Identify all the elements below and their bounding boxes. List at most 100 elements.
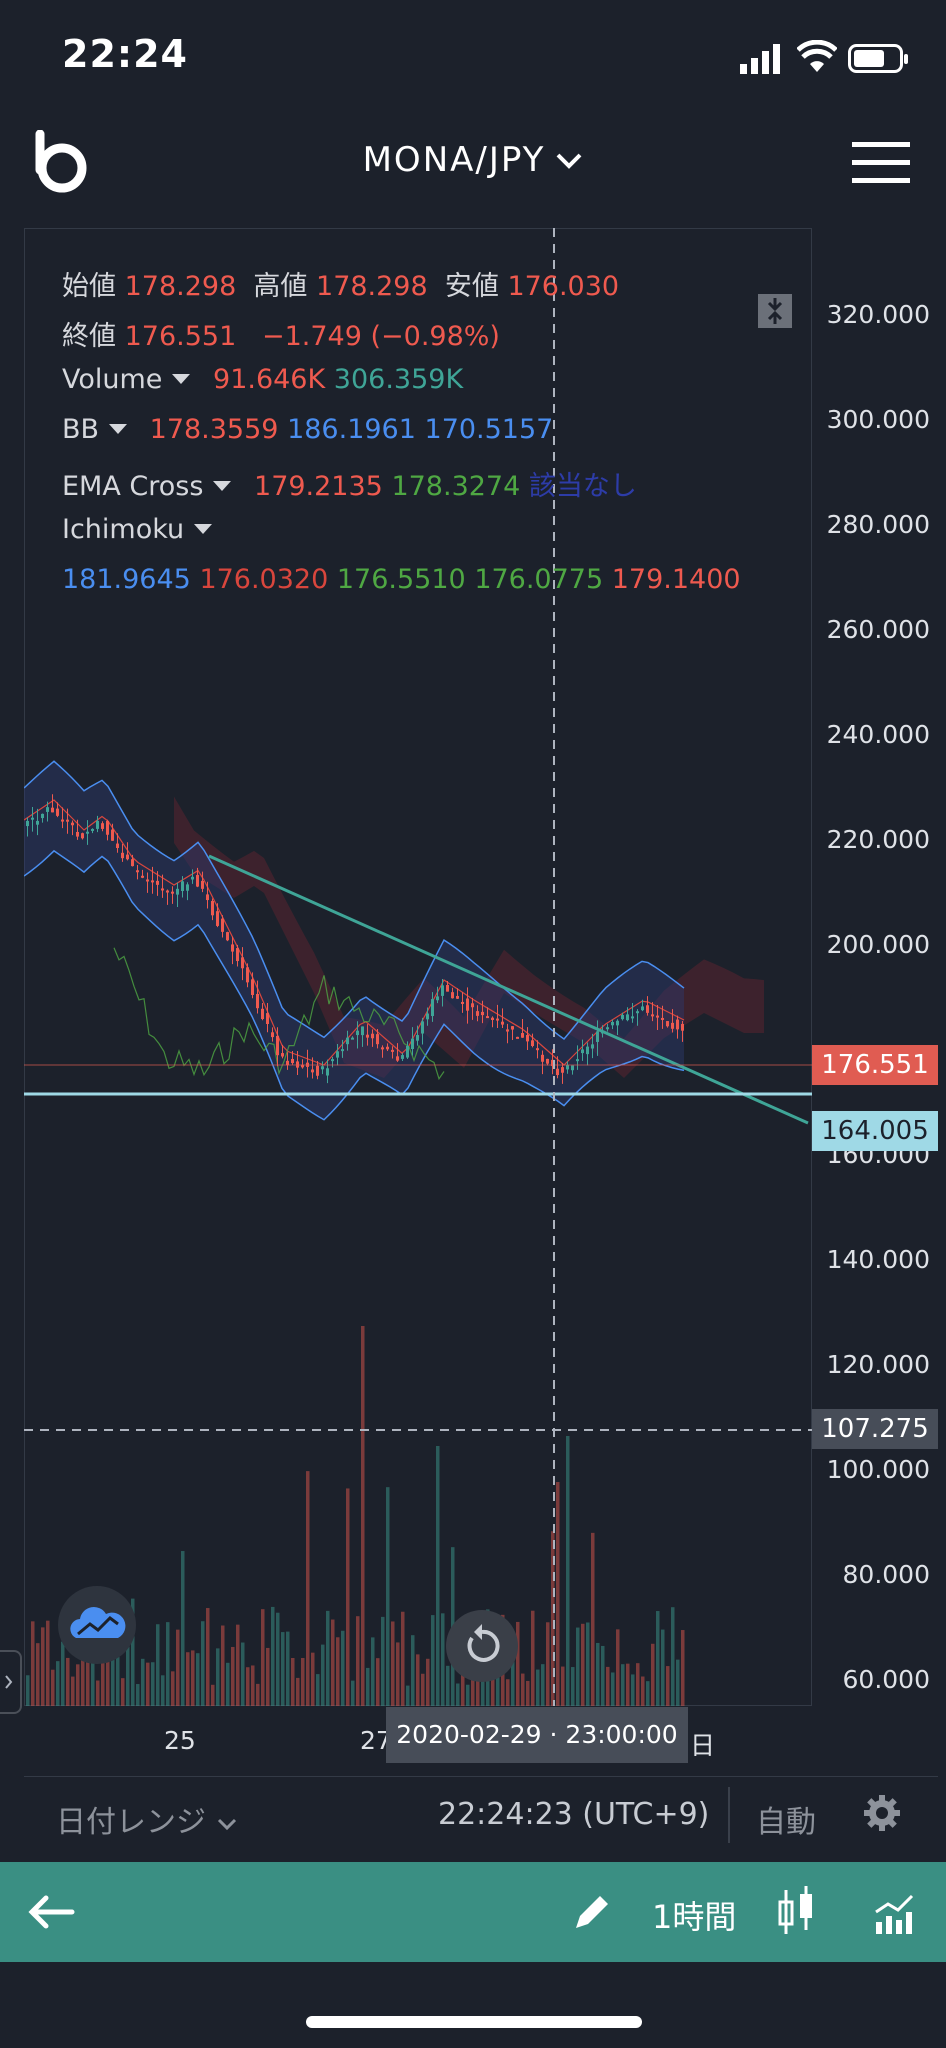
price-tick: 120.000 — [826, 1350, 930, 1379]
candle-body — [131, 859, 134, 867]
candle-body — [496, 1018, 499, 1021]
volume-bar — [101, 1639, 105, 1706]
candle-body — [416, 1035, 419, 1041]
candle-body — [241, 957, 244, 969]
volume-bar — [231, 1646, 235, 1706]
candle-body — [401, 1055, 404, 1059]
volume-bar — [561, 1666, 565, 1706]
chevron-right-icon — [5, 1675, 13, 1689]
candle-body — [501, 1021, 504, 1025]
volume-bar — [66, 1657, 70, 1706]
candle-body — [81, 833, 84, 839]
volume-bar — [326, 1610, 330, 1706]
chart-clock: 22:24:23 (UTC+9) — [438, 1797, 710, 1832]
candle-body — [341, 1049, 344, 1052]
home-indicator — [306, 2016, 642, 2028]
ichimoku-legend[interactable]: Ichimoku — [62, 514, 226, 545]
chart-area[interactable]: 始値 178.298 高値 178.298 安値 176.030 終値 176.… — [23, 227, 813, 1707]
price-tick: 220.000 — [826, 825, 930, 854]
candle-body — [96, 820, 99, 829]
back-arrow-icon[interactable] — [26, 1892, 76, 1936]
pencil-icon[interactable] — [570, 1890, 614, 1938]
volume-bar — [261, 1609, 265, 1706]
auto-scale-toggle[interactable]: 自動 — [756, 1805, 816, 1840]
candle-body — [441, 985, 444, 996]
candle-body — [646, 1005, 649, 1013]
candle-body — [66, 819, 69, 822]
volume-bar — [196, 1653, 200, 1706]
ichimoku-cloud — [174, 796, 764, 1078]
volume-bar — [361, 1326, 365, 1706]
candle-body — [636, 1011, 639, 1014]
chart-type-button[interactable] — [58, 1586, 136, 1664]
candle-body — [51, 807, 54, 813]
volume-bar — [426, 1658, 430, 1706]
date-range-selector[interactable]: 日付レンジ — [56, 1797, 238, 1841]
band-upper — [23, 760, 685, 1041]
candle-body — [186, 884, 189, 891]
trend-line — [208, 854, 809, 1125]
volume-bar — [596, 1642, 600, 1706]
pair-selector[interactable]: MONA/JPY — [0, 140, 946, 180]
volume-bar — [511, 1639, 515, 1706]
candle-body — [26, 820, 29, 827]
candle-body — [116, 843, 119, 849]
volume-bar — [376, 1658, 380, 1706]
volume-bar — [76, 1664, 80, 1706]
candle-body — [431, 999, 434, 1017]
volume-bar — [571, 1667, 575, 1706]
collapse-legend-icon[interactable] — [758, 294, 792, 328]
volume-bar — [146, 1662, 150, 1706]
candle-body — [31, 817, 34, 820]
chart-canvas[interactable] — [23, 227, 813, 1707]
hamburger-menu-icon[interactable] — [852, 142, 910, 188]
volume-bar — [616, 1629, 620, 1706]
refresh-icon — [467, 1624, 500, 1662]
ema-cross-legend[interactable]: EMA Cross 179.2135 178.3274 該当なし — [62, 471, 637, 502]
candle-body — [481, 1011, 484, 1016]
volume-bar — [191, 1650, 195, 1706]
volume-bar — [431, 1615, 435, 1706]
wifi-icon — [796, 39, 838, 78]
candle-body — [331, 1059, 334, 1062]
volume-bar — [226, 1662, 230, 1706]
volume-bar — [336, 1637, 340, 1706]
candle-body — [446, 985, 449, 992]
candle-body — [281, 1053, 284, 1057]
time-tick: 日 — [690, 1731, 716, 1760]
candle-body — [406, 1046, 409, 1058]
candle-body — [626, 1014, 629, 1021]
app-logo-icon[interactable] — [32, 129, 88, 198]
status-time: 22:24 — [62, 32, 188, 76]
candle-body — [671, 1022, 674, 1029]
volume-bar — [186, 1652, 190, 1706]
candle-body — [676, 1019, 679, 1030]
gear-icon[interactable] — [862, 1793, 902, 1837]
volume-bar — [546, 1622, 550, 1706]
candle-body — [621, 1014, 624, 1020]
side-panel-handle[interactable] — [0, 1650, 22, 1714]
candle-body — [46, 807, 49, 812]
candle-body — [596, 1031, 599, 1042]
bb-legend[interactable]: BB 178.3559 186.1961 170.5157 — [62, 414, 554, 445]
candle-body — [586, 1046, 589, 1055]
volume-bar — [656, 1611, 660, 1706]
price-tick: 280.000 — [826, 510, 930, 539]
volume-bar — [206, 1608, 210, 1706]
price-axis[interactable]: 320.000 300.000 280.000 260.000 240.000 … — [812, 228, 938, 1706]
candle-body — [201, 880, 204, 889]
volume-bar — [631, 1674, 635, 1706]
volume-legend[interactable]: Volume 91.646K 306.359K — [62, 364, 464, 395]
candlestick-icon[interactable] — [776, 1884, 816, 1944]
volume-bar — [531, 1610, 535, 1706]
volume-bar — [166, 1622, 170, 1706]
reset-chart-button[interactable] — [446, 1610, 518, 1682]
volume-bar — [566, 1436, 570, 1706]
indicators-icon[interactable] — [872, 1888, 916, 1940]
chevron-down-icon — [216, 1805, 238, 1840]
volume-bar — [156, 1624, 160, 1706]
candle-body — [246, 967, 249, 983]
volume-bar — [576, 1627, 580, 1706]
price-tick: 80.000 — [842, 1560, 930, 1589]
interval-selector[interactable]: 1時間 — [652, 1898, 737, 1936]
